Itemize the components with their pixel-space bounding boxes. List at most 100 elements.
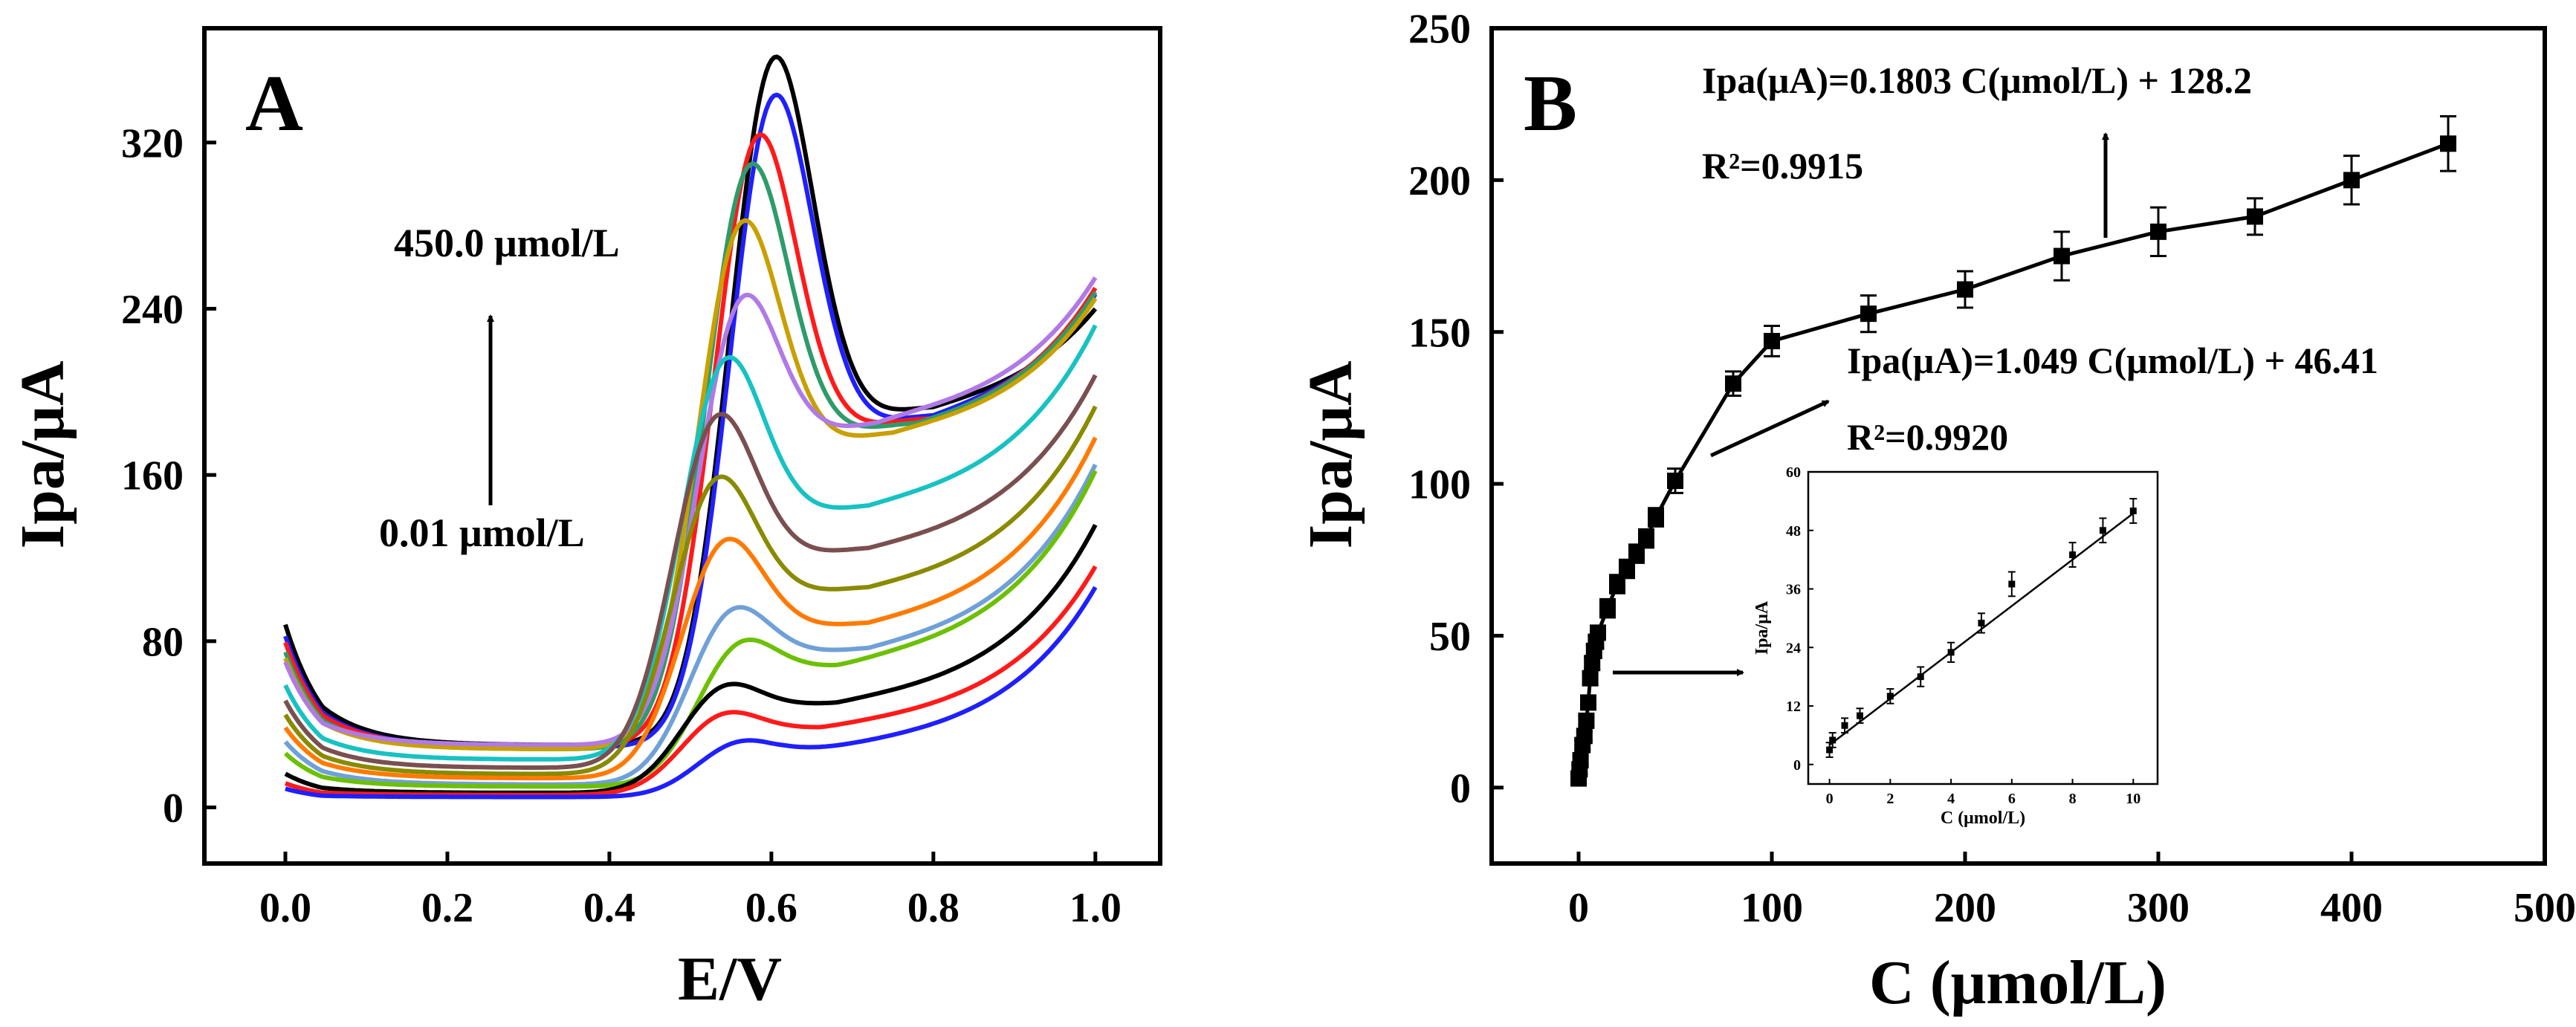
fit-equation-low: Ipa(μA)=1.049 C(μmol/L) + 46.41 [1847, 340, 2378, 381]
data-point [2247, 208, 2263, 225]
y-tick-label: 36 [1786, 582, 1801, 598]
y-tick-label: 50 [1429, 614, 1471, 660]
inset-point [1841, 722, 1848, 729]
panel-a-ticks: 0.0 0.2 0.4 0.6 0.8 1.0 0 80 160 240 320 [121, 120, 1122, 931]
panel-a-x-axis-label: E/V [678, 945, 782, 1014]
panel-b-letter: B [1524, 59, 1577, 148]
inset-y-axis-label: Ipa/μA [1753, 600, 1772, 655]
data-point [1860, 305, 1877, 323]
data-point [2150, 223, 2166, 240]
x-tick-label: 200 [1934, 885, 1996, 931]
panel-b-fit-lines [1576, 141, 2449, 779]
panel-b-y-axis-label: Ipa/μA [1296, 360, 1365, 548]
inset-point [2069, 551, 2077, 559]
x-tick-label: 0.4 [583, 885, 635, 931]
panel-b-frame [1489, 26, 2547, 866]
x-tick-label: 0.0 [259, 885, 311, 931]
x-tick-label: 100 [1741, 885, 1803, 931]
cv-curve-14 [285, 586, 1098, 800]
cv-curve-8 [283, 405, 1098, 777]
x-tick-label: 0.8 [907, 885, 959, 931]
fit-r2-low: R²=0.9920 [1847, 416, 2008, 458]
x-tick-label: 0 [1826, 791, 1834, 807]
y-tick-label: 320 [121, 120, 184, 166]
x-tick-label: 300 [2127, 885, 2190, 931]
cv-curve-10 [283, 463, 1098, 787]
y-tick-label: 100 [1408, 462, 1471, 508]
y-tick-label: 80 [142, 619, 184, 665]
data-point [1576, 728, 1593, 745]
y-tick-label: 250 [1408, 7, 1471, 53]
cv-curve-9 [283, 436, 1098, 781]
y-tick-label: 150 [1408, 310, 1471, 356]
inset-frame [1807, 470, 2159, 785]
data-point [2054, 247, 2070, 265]
x-tick-label: 10 [2126, 791, 2140, 807]
data-point [1667, 473, 1683, 490]
data-point [1638, 530, 1654, 547]
data-point [1628, 545, 1645, 563]
data-point [1609, 575, 1625, 592]
data-point [1572, 752, 1589, 769]
calibration-line [1576, 141, 2449, 779]
data-point [1590, 624, 1606, 641]
x-tick-label: 0.2 [421, 885, 473, 931]
inset-point [1829, 736, 1836, 744]
data-point [1580, 694, 1596, 711]
inset-point [2129, 508, 2137, 514]
inset-point [1856, 712, 1863, 719]
fit-low-arrow [1709, 399, 1830, 458]
data-point [1648, 509, 1664, 526]
x-tick-label: 2 [1886, 791, 1894, 807]
inset-point [1826, 746, 1834, 754]
data-point [1957, 281, 1973, 298]
y-tick-label: 48 [1786, 523, 1801, 540]
inset-point [2008, 580, 2016, 588]
x-tick-label: 8 [2069, 791, 2077, 807]
y-tick-label: 200 [1408, 158, 1471, 204]
data-point [1599, 600, 1616, 617]
panel-a-annotation-bottom: 0.01 μmol/L [379, 511, 585, 555]
y-tick-label: 0 [1793, 757, 1801, 774]
y-tick-label: 240 [121, 287, 184, 333]
y-tick-label: 12 [1786, 699, 1801, 715]
panel-a-curves [283, 54, 1098, 800]
inset-point [1978, 619, 1985, 626]
data-point [2343, 172, 2360, 189]
cv-curve-7 [283, 374, 1098, 770]
data-point [1764, 332, 1780, 349]
x-tick-label: 4 [1947, 791, 1955, 807]
fit-equation-high: Ipa(μA)=0.1803 C(μmol/L) + 128.2 [1702, 59, 2252, 101]
inset-points [1825, 498, 2138, 758]
x-tick-label: 400 [2320, 885, 2383, 931]
y-tick-label: 0 [163, 785, 184, 832]
cv-curve-12 [284, 523, 1098, 795]
panel-b-x-axis-label: C (μmol/L) [1869, 948, 2166, 1017]
inset-point [2099, 527, 2106, 534]
inset-point [1947, 649, 1955, 656]
y-tick-label: 160 [121, 453, 184, 499]
panel-a-letter: A [245, 59, 303, 148]
panel-a: 0.0 0.2 0.4 0.6 0.8 1.0 0 80 160 240 320 A 450.0 μ… [8, 26, 1162, 1014]
y-tick-label: 60 [1786, 464, 1801, 481]
y-tick-label: 0 [1450, 765, 1471, 811]
inset-point [1886, 693, 1894, 700]
x-tick-label: 500 [2514, 885, 2576, 931]
fit-r2-high: R²=0.9915 [1702, 145, 1863, 187]
panel-b-points [1570, 115, 2456, 787]
data-point [2440, 135, 2456, 152]
data-point [1619, 560, 1635, 577]
data-point [1725, 375, 1741, 392]
panel-a-y-axis-label: Ipa/μA [8, 360, 77, 548]
data-point [1578, 712, 1595, 729]
x-tick-label: 1.0 [1069, 885, 1122, 931]
panel-a-annotation-top: 450.0 μmol/L [394, 221, 620, 265]
data-point [1582, 670, 1599, 687]
x-tick-label: 6 [2008, 791, 2016, 807]
x-tick-label: 0.6 [745, 885, 797, 931]
